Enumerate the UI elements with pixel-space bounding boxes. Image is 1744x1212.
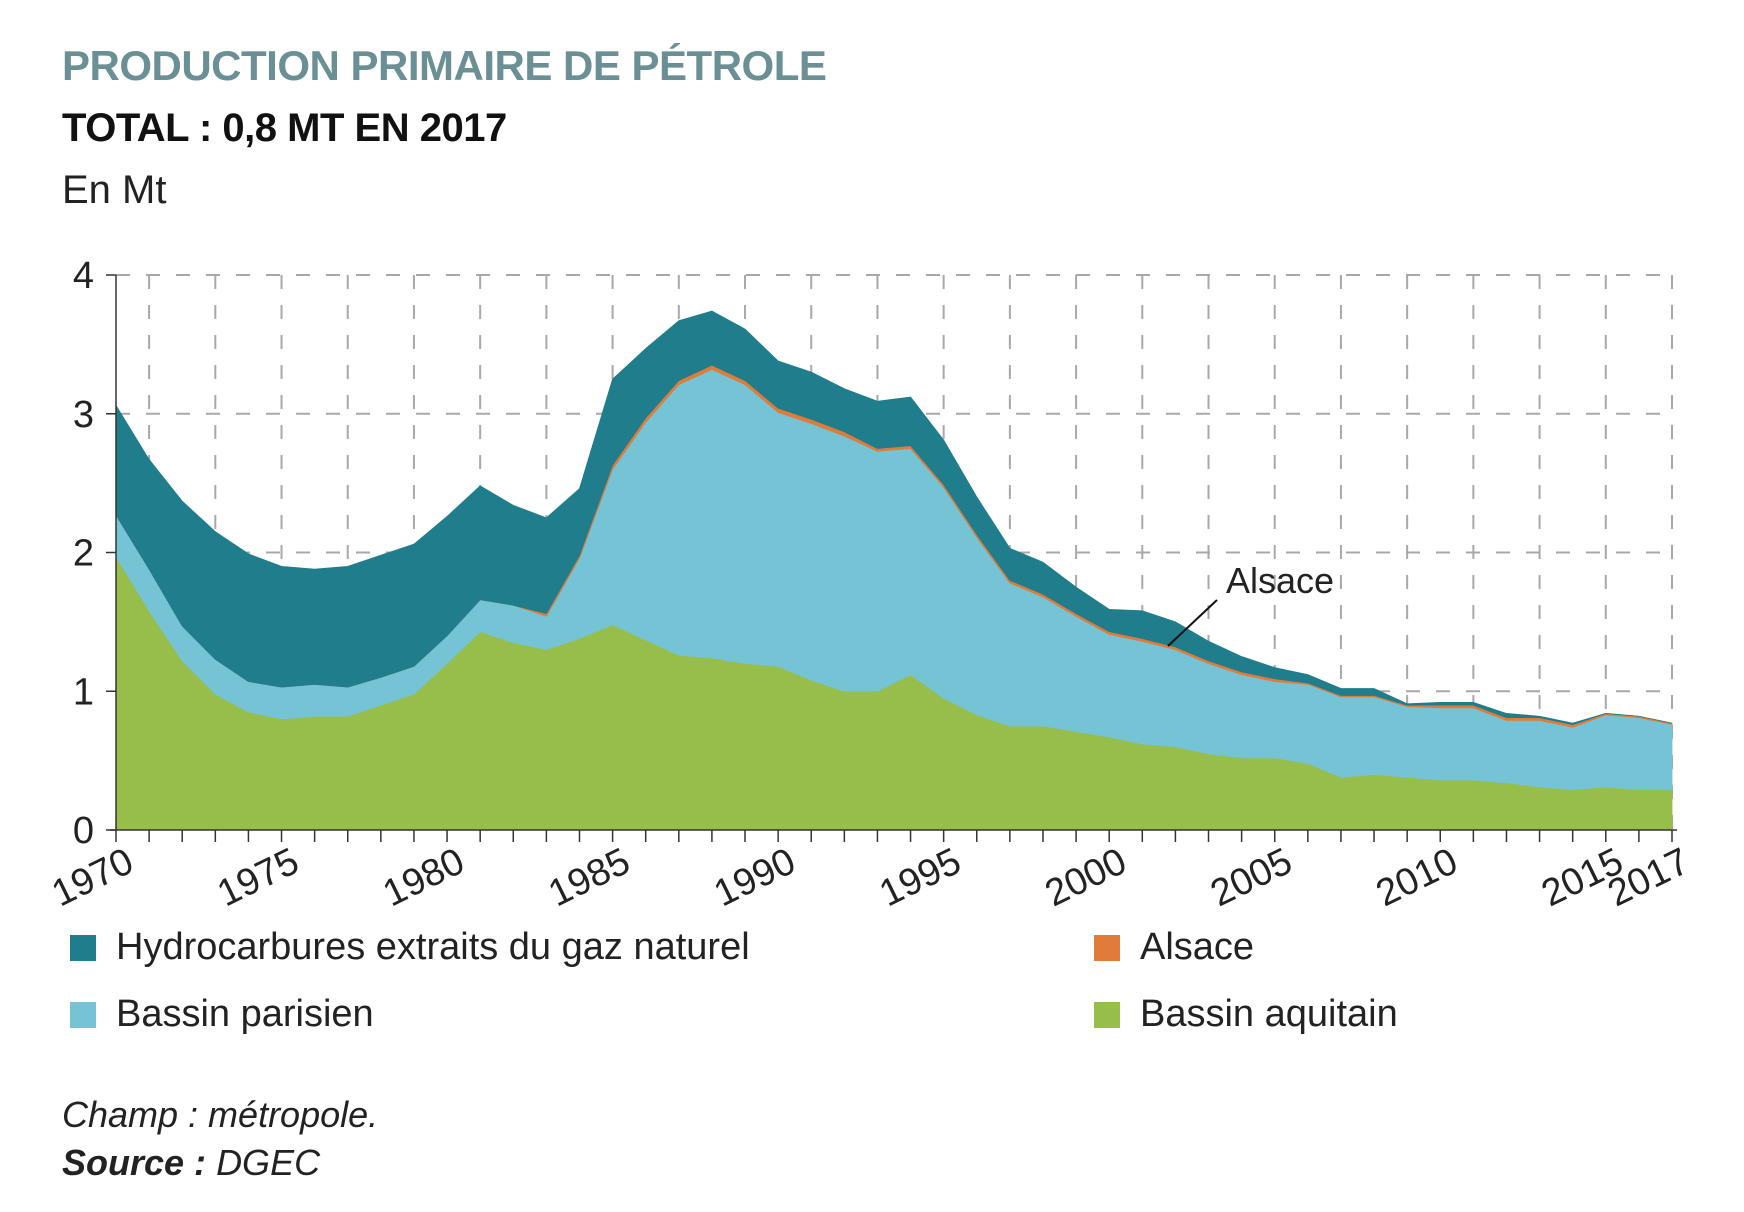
x-tick-label: 1985 <box>542 840 636 915</box>
y-tick-label: 1 <box>73 671 94 713</box>
y-tick-label: 4 <box>73 255 94 297</box>
x-tick-label: 1995 <box>873 840 967 915</box>
source-value: DGEC <box>216 1142 321 1183</box>
x-tick-label: 2005 <box>1204 840 1298 915</box>
y-tick-label: 0 <box>73 810 94 852</box>
annotation-label: Alsace <box>1226 560 1334 601</box>
legend-label-gaz: Hydrocarbures extraits du gaz naturel <box>116 926 750 968</box>
area-series <box>115 310 1673 831</box>
chart-title: PRODUCTION PRIMAIRE DE PÉTROLE <box>62 42 827 89</box>
y-tick-label: 2 <box>73 533 94 575</box>
legend-label-parisien: Bassin parisien <box>116 993 374 1035</box>
unit-label: En Mt <box>62 168 167 212</box>
legend-swatch-gaz <box>70 934 96 961</box>
legend-swatch-alsace <box>1094 934 1120 961</box>
axes <box>106 274 1677 842</box>
area-hydrocarbures <box>115 310 1673 725</box>
legend-swatch-parisien <box>70 1001 96 1028</box>
legend-swatch-aquitain <box>1094 1001 1120 1028</box>
x-tick-label: 2000 <box>1039 840 1133 915</box>
legend-item-aquitain: Bassin aquitain <box>1094 993 1398 1036</box>
source-note: Source : DGEC <box>62 1142 320 1184</box>
legend-item-gaz: Hydrocarbures extraits du gaz naturel <box>70 926 750 969</box>
source-label: Source : <box>62 1142 207 1183</box>
x-tick-label: 1990 <box>708 840 802 915</box>
x-tick-label: 1980 <box>377 840 471 915</box>
scope-note: Champ : métropole. <box>62 1094 379 1135</box>
legend-label-alsace: Alsace <box>1140 926 1255 968</box>
legend-label-aquitain: Bassin aquitain <box>1140 993 1398 1035</box>
annotation-leader-line <box>1167 599 1218 647</box>
legend-item-parisien: Bassin parisien <box>70 993 374 1036</box>
y-tick-label: 3 <box>73 394 94 436</box>
x-tick-label: 1975 <box>211 840 305 915</box>
x-tick-label: 2010 <box>1370 840 1464 915</box>
chart-subtitle: TOTAL : 0,8 MT EN 2017 <box>62 106 507 150</box>
alsace-annotation: Alsace <box>1167 560 1334 647</box>
legend-item-alsace: Alsace <box>1094 926 1254 969</box>
